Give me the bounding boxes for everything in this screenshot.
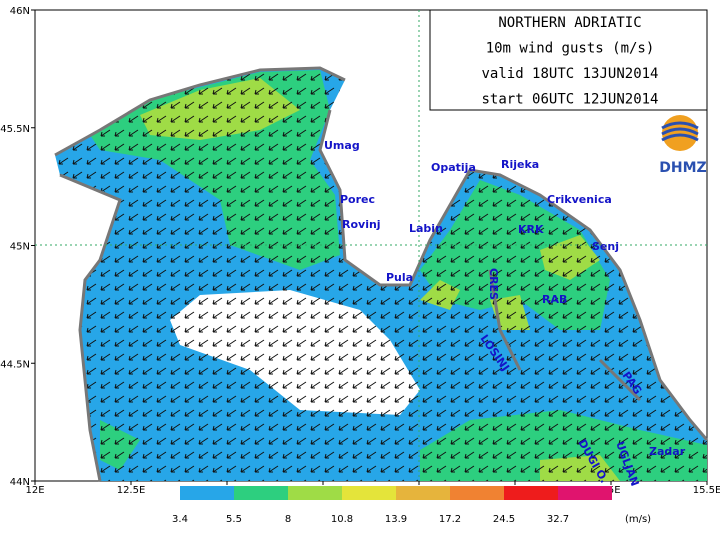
colorbar-swatch	[234, 486, 288, 500]
y-axis-label: 45.5N	[0, 124, 30, 135]
colorbar-label: 5.5	[226, 514, 242, 525]
place-label: Umag	[324, 139, 360, 152]
header-line: NORTHERN ADRIATIC	[498, 15, 641, 31]
y-axis-label: 44N	[10, 477, 30, 488]
colorbar-label: 10.8	[331, 514, 353, 525]
wind-arrows	[55, 68, 707, 481]
place-label: Rovinj	[342, 218, 381, 231]
logo-text: DHMZ	[659, 160, 706, 176]
y-axis-label: 46N	[10, 6, 30, 17]
header-line: 10m wind gusts (m/s)	[486, 41, 655, 57]
y-axis-label: 45N	[10, 242, 30, 253]
header-line: start 06UTC 12JUN2014	[481, 92, 658, 108]
header-line: valid 18UTC 13JUN2014	[481, 66, 658, 82]
generated: NORTHERN ADRIATIC 10m wind gusts (m/s) val…	[0, 6, 720, 525]
place-label: Porec	[340, 193, 375, 206]
colorbar-swatch	[288, 486, 342, 500]
place-label: Senj	[592, 240, 619, 253]
colorbar-label: 8	[285, 514, 291, 525]
colorbar-swatch	[342, 486, 396, 500]
x-axis-label: 15.5E	[693, 485, 720, 496]
colorbar-label: 17.2	[439, 514, 461, 525]
colorbar-swatch	[450, 486, 504, 500]
place-label: Zadar	[649, 445, 686, 458]
place-label: Opatija	[431, 161, 476, 174]
place-label: RAB	[542, 293, 567, 306]
colorbar-label: 24.5	[493, 514, 515, 525]
x-axis-label: 12E	[25, 485, 44, 496]
logo-icon	[661, 115, 699, 151]
colorbar-swatch	[504, 486, 558, 500]
place-label: Crikvenica	[547, 193, 612, 206]
colorbar-swatch	[180, 486, 234, 500]
colorbar-label: 32.7	[547, 514, 569, 525]
y-axis-label: 44.5N	[0, 359, 30, 370]
place-label: Rijeka	[501, 158, 539, 171]
coastline	[54, 66, 709, 482]
colorbar-swatch	[558, 486, 612, 500]
header-box	[429, 9, 708, 111]
colorbar-unit: (m/s)	[625, 514, 651, 525]
colorbar-label: 13.9	[385, 514, 407, 525]
place-label: Labin	[409, 222, 443, 235]
x-axis-label: 12.5E	[117, 485, 146, 496]
colorbar-label: 3.4	[172, 514, 188, 525]
colorbar-swatch	[396, 486, 450, 500]
place-label: Pula	[386, 271, 413, 284]
place-label: CRES	[487, 268, 500, 300]
place-label: KRK	[518, 223, 544, 236]
